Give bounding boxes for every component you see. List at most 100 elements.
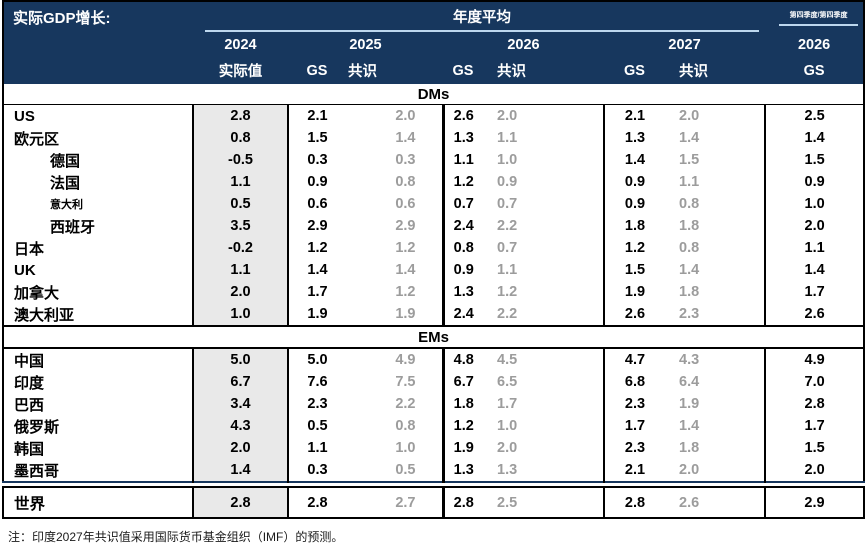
cell-2026-consensus: 1.0 [497,418,518,434]
table-row: 法国 1.1 0.9 0.8 1.2 0.9 0.9 1.1 0.9 [3,171,865,193]
cell-2024-actual: 1.4 [193,459,289,482]
cell-2025-consensus: 2.2 [395,396,416,412]
cell-2025-consensus: 0.5 [395,462,416,478]
table-row: 欧元区 0.8 1.5 1.4 1.3 1.1 1.3 1.4 1.4 [3,127,865,149]
cell-2027-gs: 6.8 [603,371,665,393]
cell-2026-consensus: 1.2 [497,284,518,300]
cell-2025-consensus: 1.9 [395,306,416,322]
row-label: 印度 [3,371,194,393]
header-spacer [3,57,193,84]
q4-over-q4-label: 第四季度/第四季度 [779,10,859,26]
cell-2026-gs: 6.7 [441,371,483,393]
cell-2026-consensus: 1.3 [497,462,518,478]
cell-2027-gs: 0.9 [603,171,665,193]
row-label: 德国 [3,149,194,171]
cell-2025-gs: 0.9 [307,174,328,190]
cell-2026q4-gs: 2.6 [764,303,865,326]
section-dms: DMs US 2.8 2.1 2.0 2.6 2.0 2.1 2.0 2.5 欧元区 0.8 1.5 1.… [3,84,865,326]
subheader-actual-2024: 实际值 [193,57,288,84]
cell-2026-gs: 1.9 [441,437,483,459]
cell-2024-actual: 2.8 [193,104,289,127]
cell-2026q4-gs: 1.0 [764,193,865,215]
section-band: DMs [3,84,865,105]
section-label: DMs [3,84,865,105]
row-label: 世界 [3,487,194,518]
cell-2027-consensus: 2.6 [679,494,700,511]
gdp-forecast-table: 实际GDP增长: 年度平均 第四季度/第四季度 2024 2025 2026 2… [2,0,865,483]
cell-2026-gs: 2.8 [441,487,483,518]
cell-2024-actual: 6.7 [193,371,289,393]
cell-2025-gs: 2.8 [307,494,328,511]
cell-2024-actual: 0.5 [193,193,289,215]
subheader-consensus-2025: 共识 [346,57,443,84]
cell-2025-gs: 0.3 [307,462,328,478]
cell-2027-gs: 1.4 [603,149,665,171]
cell-2026q4-gs: 4.9 [764,348,865,371]
cell-2027-consensus: 2.3 [679,306,700,322]
cell-2026-consensus: 6.5 [497,374,518,390]
subheader-consensus-2027: 共识 [665,57,766,84]
row-label: 欧元区 [3,127,194,149]
cell-2025-consensus: 1.0 [395,440,416,456]
cell-2025-consensus: 2.7 [395,494,416,511]
cell-2025-consensus: 1.2 [395,284,416,300]
row-label: 澳大利亚 [3,303,194,326]
cell-2024-actual: 1.1 [193,171,289,193]
cell-2027-consensus: 1.5 [679,152,700,168]
cell-2025-gs: 7.6 [307,374,328,390]
cell-2024-actual: 0.8 [193,127,289,149]
row-label: 法国 [3,171,194,193]
subheader-gs-2026-q4: GS [765,57,865,84]
cell-2026-gs: 1.1 [441,149,483,171]
cell-2027-gs: 2.1 [603,459,665,482]
cell-2027-gs: 2.6 [603,303,665,326]
cell-2025-gs: 5.0 [307,352,328,368]
cell-2025-consensus: 0.8 [395,418,416,434]
cell-2027-gs: 2.3 [603,393,665,415]
cell-2026-gs: 1.8 [441,393,483,415]
cell-2025-consensus: 1.2 [395,240,416,256]
cell-2026-gs: 1.2 [441,415,483,437]
row-label: 墨西哥 [3,459,194,482]
cell-2026-gs: 4.8 [441,348,483,371]
cell-2026q4-gs: 2.0 [764,215,865,237]
table-row: 印度 6.7 7.6 7.5 6.7 6.5 6.8 6.4 7.0 [3,371,865,393]
cell-2026-gs: 0.9 [441,259,483,281]
year-2027: 2027 [604,32,766,57]
section-ems: EMs 中国 5.0 5.0 4.9 4.8 4.5 4.7 4.3 4.9 印度 6.7 7.6 7.5… [3,325,865,482]
cell-2026-gs: 1.3 [441,459,483,482]
cell-2025-gs: 2.1 [307,108,328,124]
table-row: 意大利 0.5 0.6 0.6 0.7 0.7 0.9 0.8 1.0 [3,193,865,215]
cell-2027-consensus: 2.0 [679,108,700,124]
cell-2024-actual: 5.0 [193,348,289,371]
cell-2026q4-gs: 0.9 [764,171,865,193]
cell-2024-actual: 4.3 [193,415,289,437]
row-label: US [3,104,194,127]
cell-2024-actual: 2.8 [193,487,289,518]
cell-2027-gs: 2.8 [603,487,665,518]
cell-2027-gs: 4.7 [603,348,665,371]
cell-2025-consensus: 0.3 [395,152,416,168]
cell-2025-consensus: 1.4 [395,130,416,146]
header-spacer [3,32,193,57]
cell-2027-gs: 1.9 [603,281,665,303]
cell-2026-gs: 0.8 [441,237,483,259]
cell-2027-gs: 1.2 [603,237,665,259]
cell-2027-consensus: 4.3 [679,352,700,368]
row-label: 意大利 [3,193,194,215]
table-row: US 2.8 2.1 2.0 2.6 2.0 2.1 2.0 2.5 [3,104,865,127]
cell-2027-consensus: 1.4 [679,418,700,434]
cell-2027-gs: 1.8 [603,215,665,237]
cell-2026-consensus: 1.0 [497,152,518,168]
cell-2025-consensus: 0.8 [395,174,416,190]
subheader-gs-2025: GS [288,57,346,84]
cell-2027-consensus: 1.8 [679,284,700,300]
cell-2026q4-gs: 1.4 [764,127,865,149]
cell-2026-gs: 2.4 [441,303,483,326]
row-label: 中国 [3,348,194,371]
cell-2026q4-gs: 7.0 [764,371,865,393]
cell-2024-actual: -0.5 [193,149,289,171]
table-row: 巴西 3.4 2.3 2.2 1.8 1.7 2.3 1.9 2.8 [3,393,865,415]
cell-2027-gs: 1.5 [603,259,665,281]
